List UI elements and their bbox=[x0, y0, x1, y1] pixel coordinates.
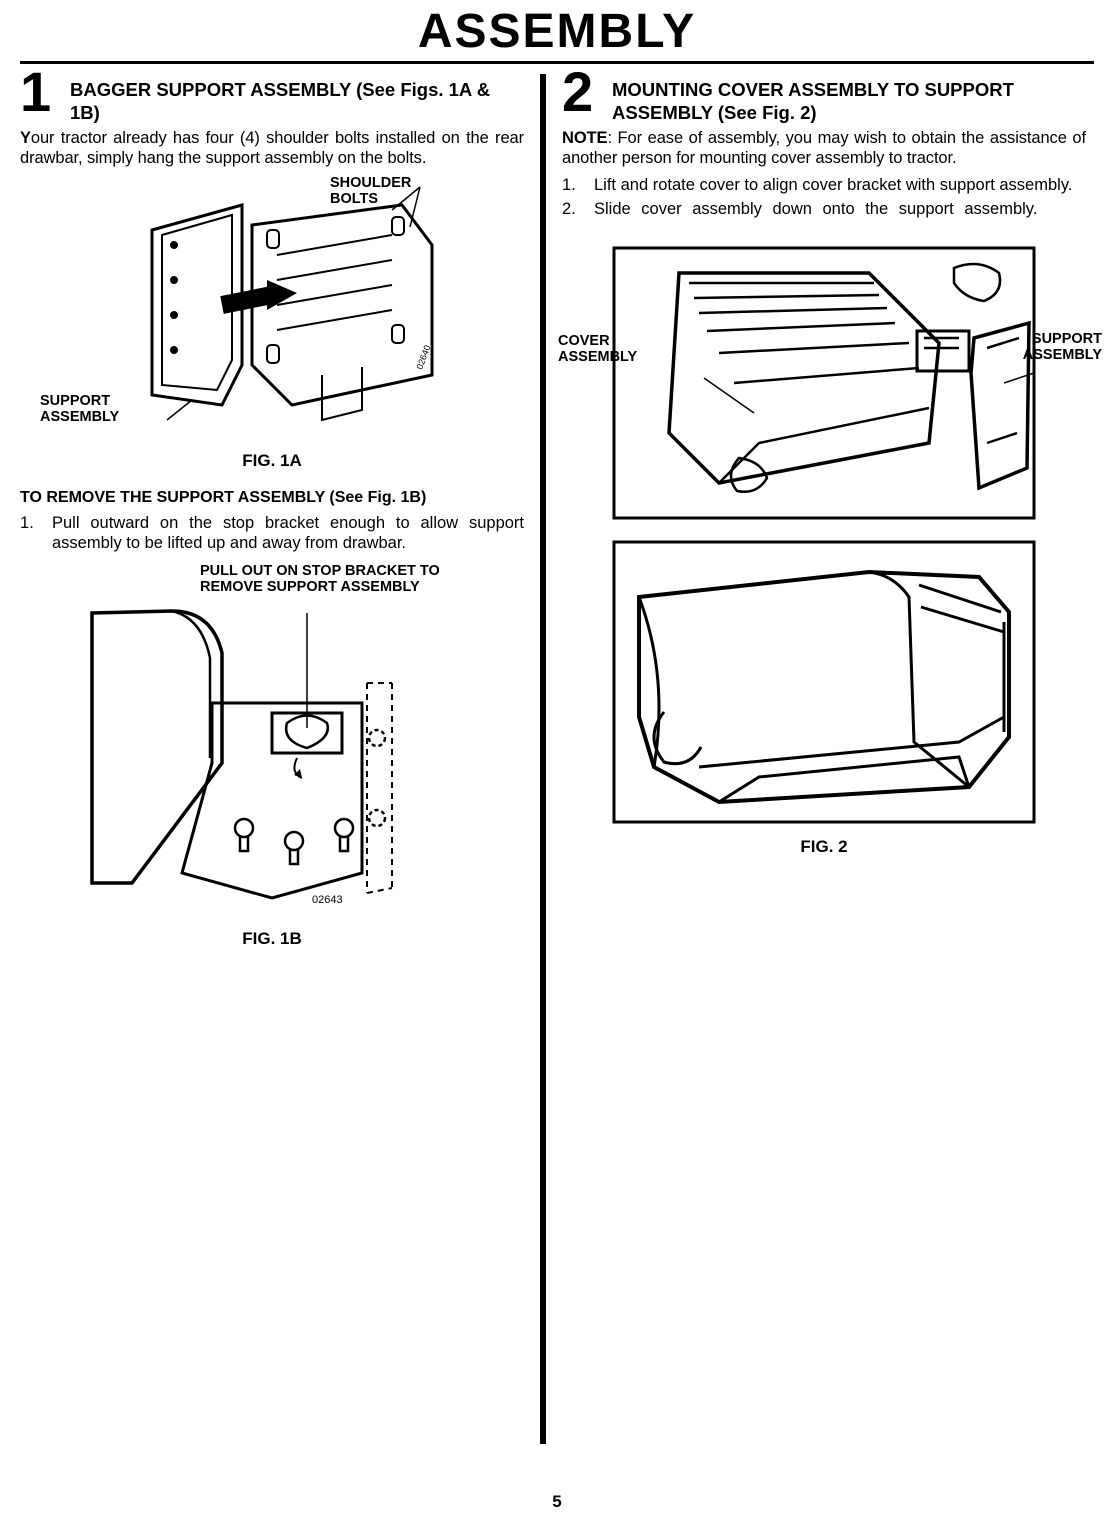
fig-1b-illustration: 02643 bbox=[62, 563, 482, 923]
fig-2-wrap: COVER ASSEMBLY SUPPORT ASSEMBLY bbox=[562, 243, 1086, 857]
step2-step-2: Slide cover assembly down onto the suppo… bbox=[562, 199, 1086, 219]
step2-note-text: : For ease of assembly, you may wish to … bbox=[562, 129, 1086, 167]
fig1b-ref: 02643 bbox=[312, 894, 343, 906]
step1-header: 1 BAGGER SUPPORT ASSEMBLY (See Figs. 1A … bbox=[20, 74, 524, 124]
callout-pull-stop-bracket: PULL OUT ON STOP BRACKET TO REMOVE SUPPO… bbox=[200, 563, 460, 596]
fig-2-illustration-top bbox=[609, 243, 1039, 523]
callout-shoulder-bolts: SHOULDER BOLTS bbox=[330, 175, 440, 208]
page-number: 5 bbox=[0, 1492, 1114, 1512]
step1-title: BAGGER SUPPORT ASSEMBLY (See Figs. 1A & … bbox=[70, 74, 524, 124]
fig-1a-caption: FIG. 1A bbox=[20, 451, 524, 471]
column-right: 2 MOUNTING COVER ASSEMBLY TO SUPPORT ASS… bbox=[546, 74, 1086, 1444]
fig-2-caption: FIG. 2 bbox=[562, 837, 1086, 857]
remove-steps: Pull outward on the stop bracket enough … bbox=[20, 513, 524, 553]
callout-cover-assembly: COVER ASSEMBLY bbox=[558, 333, 658, 366]
fig-2-illustration-bottom bbox=[609, 537, 1039, 827]
callout-support-assembly-2: SUPPORT ASSEMBLY bbox=[1002, 331, 1102, 364]
step1-intro-firstletter: Y bbox=[20, 129, 31, 147]
remove-step-1: Pull outward on the stop bracket enough … bbox=[20, 513, 524, 553]
fig-1a-wrap: SHOULDER BOLTS SUPPORT ASSEMBLY bbox=[20, 175, 524, 471]
callout-support-assembly-1a: SUPPORT ASSEMBLY bbox=[40, 393, 140, 426]
step2-steps: Lift and rotate cover to align cover bra… bbox=[562, 175, 1086, 219]
step1-number: 1 bbox=[20, 64, 51, 120]
remove-subhead: TO REMOVE THE SUPPORT ASSEMBLY (See Fig.… bbox=[20, 489, 524, 507]
step2-note-label: NOTE bbox=[562, 129, 607, 147]
step2-header: 2 MOUNTING COVER ASSEMBLY TO SUPPORT ASS… bbox=[562, 74, 1086, 124]
page-title: ASSEMBLY bbox=[0, 0, 1114, 61]
step1-intro: Your tractor already has four (4) should… bbox=[20, 128, 524, 168]
columns: 1 BAGGER SUPPORT ASSEMBLY (See Figs. 1A … bbox=[0, 64, 1114, 1444]
step2-title: MOUNTING COVER ASSEMBLY TO SUPPORT ASSEM… bbox=[612, 74, 1086, 124]
step1-intro-rest: our tractor already has four (4) shoulde… bbox=[20, 129, 524, 167]
step2-note: NOTE: For ease of assembly, you may wish… bbox=[562, 128, 1086, 168]
column-left: 1 BAGGER SUPPORT ASSEMBLY (See Figs. 1A … bbox=[20, 74, 540, 1444]
step2-number: 2 bbox=[562, 64, 593, 120]
fig-1b-caption: FIG. 1B bbox=[20, 929, 524, 949]
step2-step-1: Lift and rotate cover to align cover bra… bbox=[562, 175, 1086, 195]
fig-1b-wrap: PULL OUT ON STOP BRACKET TO REMOVE SUPPO… bbox=[20, 563, 524, 949]
fig1a-ref: 02640 bbox=[414, 343, 432, 370]
